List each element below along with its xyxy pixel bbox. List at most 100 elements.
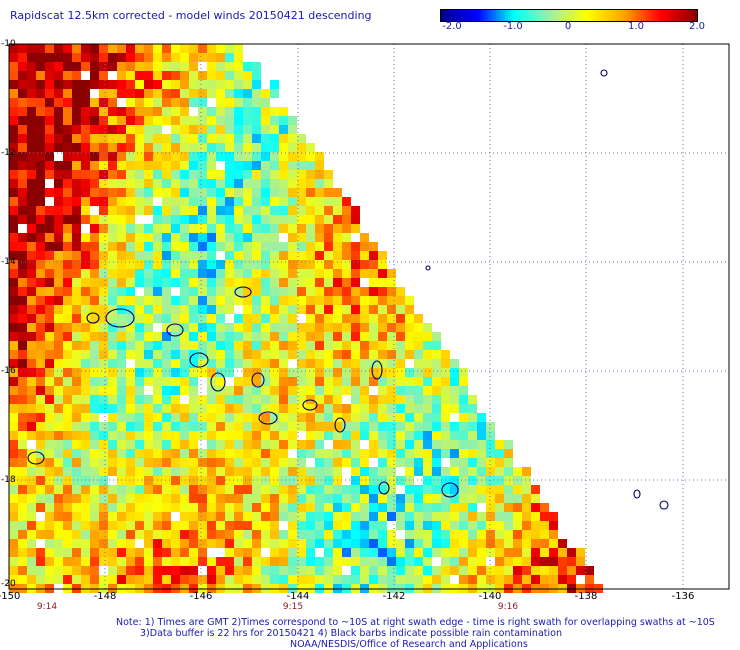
data-cell xyxy=(225,296,234,305)
data-cell xyxy=(108,179,117,188)
data-cell xyxy=(225,395,234,404)
data-cell xyxy=(243,575,252,584)
data-cell xyxy=(36,485,45,494)
data-cell xyxy=(477,449,486,458)
data-cell xyxy=(108,44,117,53)
y-tick: -12 xyxy=(1,148,16,158)
data-cell xyxy=(414,395,423,404)
data-cell xyxy=(198,278,207,287)
data-cell xyxy=(180,143,189,152)
data-cell xyxy=(270,287,279,296)
data-cell xyxy=(189,431,198,440)
data-cell xyxy=(99,62,108,71)
data-cell xyxy=(441,422,450,431)
data-cell xyxy=(540,503,549,512)
data-cell xyxy=(36,377,45,386)
data-cell xyxy=(27,116,36,125)
data-cell xyxy=(522,494,531,503)
data-cell xyxy=(414,314,423,323)
data-cell xyxy=(99,287,108,296)
data-cell xyxy=(198,170,207,179)
data-cell xyxy=(126,143,135,152)
data-cell xyxy=(297,404,306,413)
data-cell xyxy=(144,62,153,71)
data-cell xyxy=(288,143,297,152)
data-cell xyxy=(180,215,189,224)
data-cell xyxy=(54,431,63,440)
data-cell xyxy=(432,332,441,341)
data-cell xyxy=(396,314,405,323)
data-cell xyxy=(261,485,270,494)
data-cell xyxy=(477,467,486,476)
data-cell xyxy=(162,179,171,188)
data-cell xyxy=(45,503,54,512)
data-cell xyxy=(387,431,396,440)
data-cell xyxy=(189,188,198,197)
data-cell xyxy=(459,566,468,575)
data-cell xyxy=(81,296,90,305)
x-tick: -150 xyxy=(0,591,21,602)
data-cell xyxy=(486,575,495,584)
data-cell xyxy=(117,566,126,575)
data-cell xyxy=(99,503,108,512)
data-cell xyxy=(342,368,351,377)
data-cell xyxy=(495,494,504,503)
data-cell xyxy=(18,260,27,269)
data-cell xyxy=(27,269,36,278)
data-cell xyxy=(486,539,495,548)
data-cell xyxy=(153,359,162,368)
data-cell xyxy=(99,215,108,224)
data-cell xyxy=(198,350,207,359)
data-cell xyxy=(225,98,234,107)
data-cell xyxy=(99,395,108,404)
y-tick: -10 xyxy=(1,39,16,49)
data-cell xyxy=(225,188,234,197)
data-cell xyxy=(243,179,252,188)
data-cell xyxy=(396,548,405,557)
data-cell xyxy=(45,206,54,215)
data-cell xyxy=(360,494,369,503)
data-cell xyxy=(252,260,261,269)
data-cell xyxy=(189,206,198,215)
data-cell xyxy=(234,170,243,179)
data-cell xyxy=(378,440,387,449)
data-cell xyxy=(234,242,243,251)
data-cell xyxy=(270,305,279,314)
data-cell xyxy=(198,125,207,134)
data-cell xyxy=(279,503,288,512)
data-cell xyxy=(243,89,252,98)
data-cell xyxy=(432,521,441,530)
data-cell xyxy=(99,548,108,557)
data-cell xyxy=(432,413,441,422)
data-cell xyxy=(135,341,144,350)
data-cell xyxy=(99,98,108,107)
data-cell xyxy=(243,98,252,107)
data-cell xyxy=(99,170,108,179)
data-cell xyxy=(468,512,477,521)
data-cell xyxy=(162,188,171,197)
data-cell xyxy=(315,242,324,251)
data-cell xyxy=(405,503,414,512)
data-cell xyxy=(387,566,396,575)
data-cell xyxy=(216,503,225,512)
data-cell xyxy=(225,152,234,161)
data-cell xyxy=(63,323,72,332)
data-cell xyxy=(135,485,144,494)
data-cell xyxy=(216,98,225,107)
data-cell xyxy=(108,170,117,179)
data-cell xyxy=(387,395,396,404)
data-cell xyxy=(189,53,198,62)
data-cell xyxy=(270,80,279,89)
data-cell xyxy=(270,449,279,458)
data-cell xyxy=(333,566,342,575)
data-cell xyxy=(333,413,342,422)
data-cell xyxy=(342,206,351,215)
data-cell xyxy=(117,188,126,197)
data-cell xyxy=(117,314,126,323)
data-cell xyxy=(171,386,180,395)
data-cell xyxy=(360,458,369,467)
data-cell xyxy=(279,539,288,548)
data-cell xyxy=(378,476,387,485)
data-cell xyxy=(144,107,153,116)
data-cell xyxy=(153,278,162,287)
